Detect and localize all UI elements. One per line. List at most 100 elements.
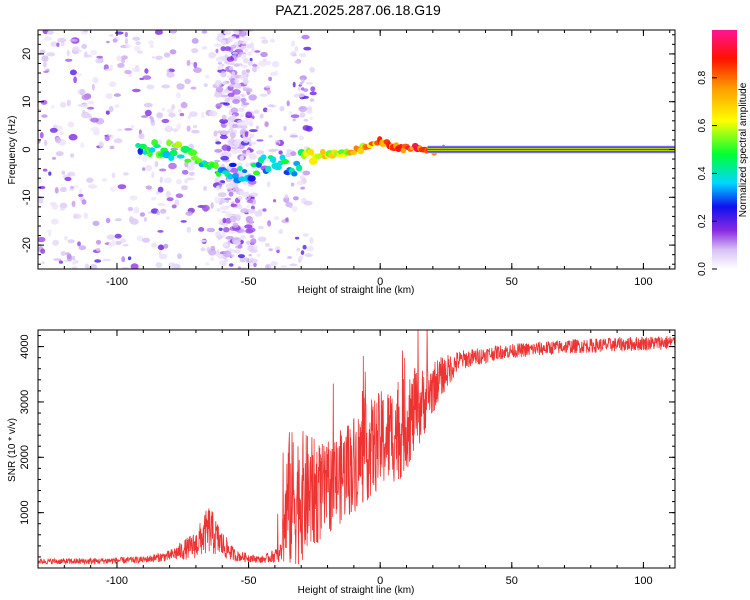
spectrogram-noise-blob (128, 216, 134, 223)
spectrogram-noise-blob (203, 83, 208, 87)
spectrogram-noise-blob (121, 55, 128, 60)
spectrogram-noise-blob (110, 186, 117, 192)
spectrogram-noise-blob (222, 130, 230, 135)
spectrogram-noise-blob (246, 199, 254, 204)
spectrogram-noise-blob (233, 150, 243, 154)
spectrogram-noise-blob (71, 200, 76, 207)
spectrogram-noise-blob (232, 99, 240, 104)
spectrogram-noise-blob (289, 263, 298, 267)
spectrogram-noise-blob (59, 131, 64, 135)
spectrogram-noise-blob (238, 229, 245, 233)
spectrogram-noise-blob (216, 207, 221, 213)
spectrogram-noise-blob (262, 208, 267, 212)
spectrogram-noise-blob (43, 36, 52, 41)
spectrogram-noise-blob (181, 169, 189, 175)
spectrogram-noise-blob (129, 195, 138, 201)
spectrogram-noise-blob (231, 200, 235, 204)
spectrogram-noise-blob (168, 162, 177, 170)
spectrogram-noise-blob (193, 61, 198, 69)
spectrogram-noise-blob (215, 103, 222, 109)
spectrogram-noise-blob (221, 210, 227, 214)
spectrogram-noise-blob (299, 75, 307, 81)
spectrogram-noise-blob (246, 205, 250, 208)
spectrogram-noise-blob (246, 264, 254, 267)
spectrogram-ridge-blob (241, 169, 248, 174)
spectrogram-noise-blob (78, 193, 84, 198)
spectrogram-ridge-blob (296, 164, 303, 172)
spectrogram-noise-blob (189, 171, 195, 176)
spectrogram-noise-blob (237, 254, 245, 259)
spectrogram-noise-blob (146, 84, 155, 90)
spectrogram-ridge-blob (196, 158, 203, 164)
spectrogram-noise-blob (165, 190, 171, 198)
spectrogram-noise-blob (254, 210, 263, 217)
spectrogram-noise-blob (175, 92, 181, 99)
spectrogram-noise-blob (193, 67, 202, 73)
spectrogram-noise-blob (157, 244, 165, 250)
spectrogram-noise-blob (221, 144, 229, 151)
spectrogram-noise-blob (84, 51, 88, 58)
spectrogram-noise-blob (249, 218, 254, 225)
spectrogram-noise-blob (199, 239, 207, 243)
spectrogram-noise-blob (258, 236, 267, 242)
spectrogram-noise-blob (299, 53, 307, 58)
spectrogram-noise-blob (50, 105, 55, 109)
spectrogram-noise-blob (120, 238, 126, 243)
spectrogram-noise-blob (268, 104, 275, 108)
spectrogram-noise-blob (269, 38, 275, 43)
spectrogram-noise-blob (190, 86, 197, 90)
spectrogram-noise-blob (244, 48, 248, 53)
spectrogram-noise-blob (141, 115, 148, 118)
spectrogram-noise-blob (230, 132, 236, 139)
spectrogram-noise-blob (217, 192, 227, 198)
spectrogram-noise-blob (84, 263, 89, 269)
spectrogram-noise-blob (248, 258, 258, 264)
spectrogram-noise-blob (223, 243, 228, 247)
spectrogram-noise-blob (298, 105, 308, 113)
spectrogram-noise-blob (166, 71, 175, 78)
spectrogram-noise-blob (224, 30, 231, 36)
spectrogram-noise-blob (309, 91, 317, 96)
spectrogram-noise-blob (81, 94, 90, 101)
spectrogram-noise-blob (267, 220, 272, 227)
spectrogram-noise-blob (290, 40, 296, 47)
spectrogram-noise-blob (241, 64, 248, 69)
spectrogram-noise-blob (169, 49, 177, 55)
spectrogram-noise-blob (238, 107, 245, 113)
snr-ytick-label: 3000 (19, 390, 31, 414)
colorbar-tick-label: 0.8 (697, 70, 708, 84)
spectrogram-noise-blob (215, 48, 219, 54)
spectrogram-noise-blob (139, 212, 146, 217)
spectrogram-noise-blob (166, 216, 170, 220)
spectrogram-noise-blob (226, 56, 235, 62)
spectrogram-noise-blob (248, 133, 256, 137)
spectrogram-ridge-blob (213, 161, 219, 170)
spectrogram-noise-blob (92, 76, 99, 84)
spectrogram-noise-blob (222, 217, 227, 224)
spectrogram-noise-blob (80, 142, 85, 148)
spectrogram-noise-blob (161, 107, 166, 112)
spectrogram-noise-blob (136, 235, 144, 242)
spectrogram-noise-blob (276, 249, 280, 254)
spectrogram-noise-blob (59, 202, 68, 209)
spectrogram-noise-blob (154, 161, 159, 168)
spectrogram-ytick-label: 20 (21, 48, 33, 60)
spectrogram-ytick-label: 0 (21, 146, 33, 152)
spectrogram-noise-blob (38, 197, 44, 204)
spectrogram-noise-blob (168, 112, 176, 118)
spectrogram-ridge-blob (307, 148, 315, 156)
spectrogram-noise-blob (42, 168, 48, 172)
spectrogram-noise-blob (307, 106, 313, 112)
spectrogram-noise-blob (206, 227, 216, 233)
spectrogram-ridge-blob (269, 156, 277, 163)
spectrogram-noise-blob (219, 118, 229, 124)
spectrogram-noise-blob (249, 235, 255, 238)
spectrogram-noise-blob (306, 110, 313, 114)
spectrogram-noise-blob (186, 226, 192, 233)
spectrogram-noise-blob (240, 97, 247, 104)
spectrogram-noise-blob (306, 245, 314, 252)
spectrogram-noise-blob (215, 141, 222, 145)
spectrogram-noise-blob (290, 51, 297, 57)
spectrogram-noise-blob (237, 120, 244, 123)
spectrogram-noise-blob (262, 107, 268, 113)
